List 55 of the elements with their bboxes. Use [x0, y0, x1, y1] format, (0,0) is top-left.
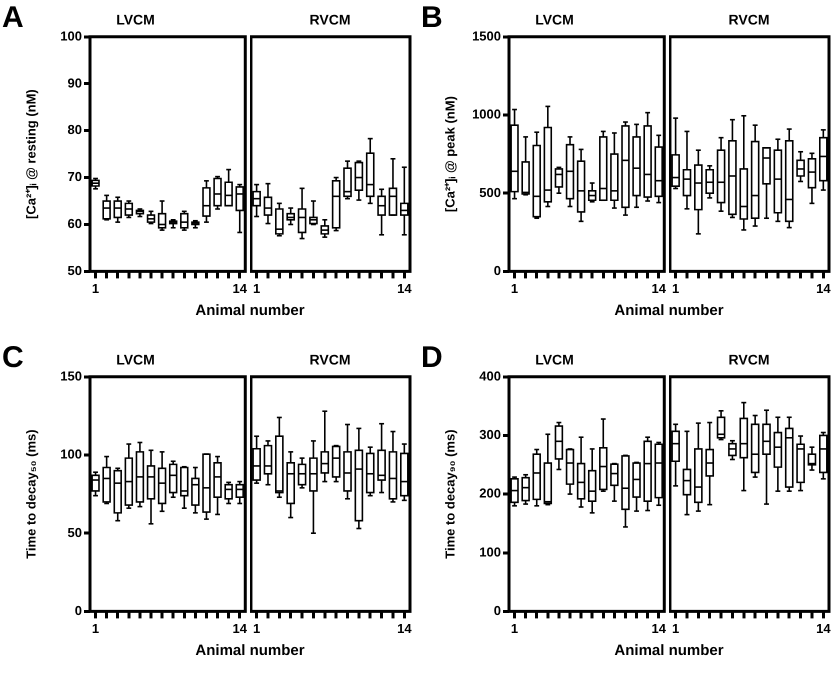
- chart-title: RVCM: [728, 351, 770, 368]
- x-tick-label: 1: [92, 620, 100, 636]
- y-axis-title: [Ca²⁺]ᵢ @ resting (nM): [23, 89, 38, 219]
- y-tick-label: 100: [60, 446, 82, 462]
- y-tick-label: 300: [479, 427, 501, 442]
- x-tick-label: 1: [253, 620, 260, 636]
- text: A: [2, 1, 24, 34]
- chart-title: LVCM: [116, 351, 155, 368]
- y-tick-label: 50: [68, 524, 82, 540]
- x-axis-title: Animal number: [613, 302, 725, 319]
- x-tick-label: 1: [92, 280, 100, 296]
- chart-title: RVCM: [310, 351, 350, 368]
- chart-title: RVCM: [310, 11, 350, 28]
- y-axis-title: [Ca²⁺]ᵢ @ peak (nM): [442, 96, 458, 212]
- y-tick-label: 100: [479, 544, 501, 560]
- x-tick-label: 14: [232, 620, 248, 636]
- x-tick-label: 1: [672, 620, 680, 636]
- x-tick-label: 1: [510, 620, 518, 636]
- text: D: [421, 341, 443, 374]
- y-axis-title: Time to decay₅₀ (ms): [23, 429, 38, 559]
- x-tick-label: 14: [816, 620, 832, 636]
- y-tick-label: 1500: [472, 28, 501, 44]
- x-tick-label: 14: [652, 620, 667, 636]
- y-tick-label: 60: [68, 216, 82, 232]
- text: B: [421, 1, 443, 34]
- text: C: [2, 341, 24, 374]
- y-tick-label: 150: [60, 368, 82, 384]
- y-tick-label: 100: [60, 28, 82, 44]
- x-tick-label: 14: [652, 280, 667, 296]
- x-tick-label: 14: [397, 620, 412, 636]
- chart-title: LVCM: [535, 351, 574, 368]
- y-tick-label: 70: [68, 169, 82, 184]
- x-tick-label: 1: [672, 280, 680, 296]
- y-tick-label: 0: [74, 602, 82, 618]
- y-tick-label: 500: [479, 184, 501, 200]
- x-tick-label: 1: [253, 280, 260, 296]
- chart-title: LVCM: [116, 11, 155, 28]
- y-tick-label: 0: [494, 602, 501, 618]
- y-tick-label: 200: [479, 486, 501, 501]
- x-tick-label: 1: [510, 280, 518, 296]
- x-tick-label: 14: [232, 280, 248, 296]
- x-tick-label: 14: [816, 280, 832, 296]
- y-tick-label: 90: [68, 75, 82, 90]
- y-tick-label: 80: [68, 122, 82, 138]
- x-axis-title: Animal number: [613, 642, 725, 659]
- chart-title: RVCM: [728, 11, 770, 28]
- y-tick-label: 50: [68, 262, 82, 278]
- chart-title: LVCM: [535, 11, 574, 28]
- x-tick-label: 14: [397, 280, 412, 296]
- y-axis-title: Time to decay₉₀ (ms): [442, 429, 458, 559]
- y-tick-label: 400: [479, 368, 501, 384]
- x-axis-title: Animal number: [194, 642, 306, 659]
- y-tick-label: 1000: [472, 106, 501, 122]
- y-tick-label: 0: [494, 262, 501, 278]
- x-axis-title: Animal number: [194, 302, 306, 319]
